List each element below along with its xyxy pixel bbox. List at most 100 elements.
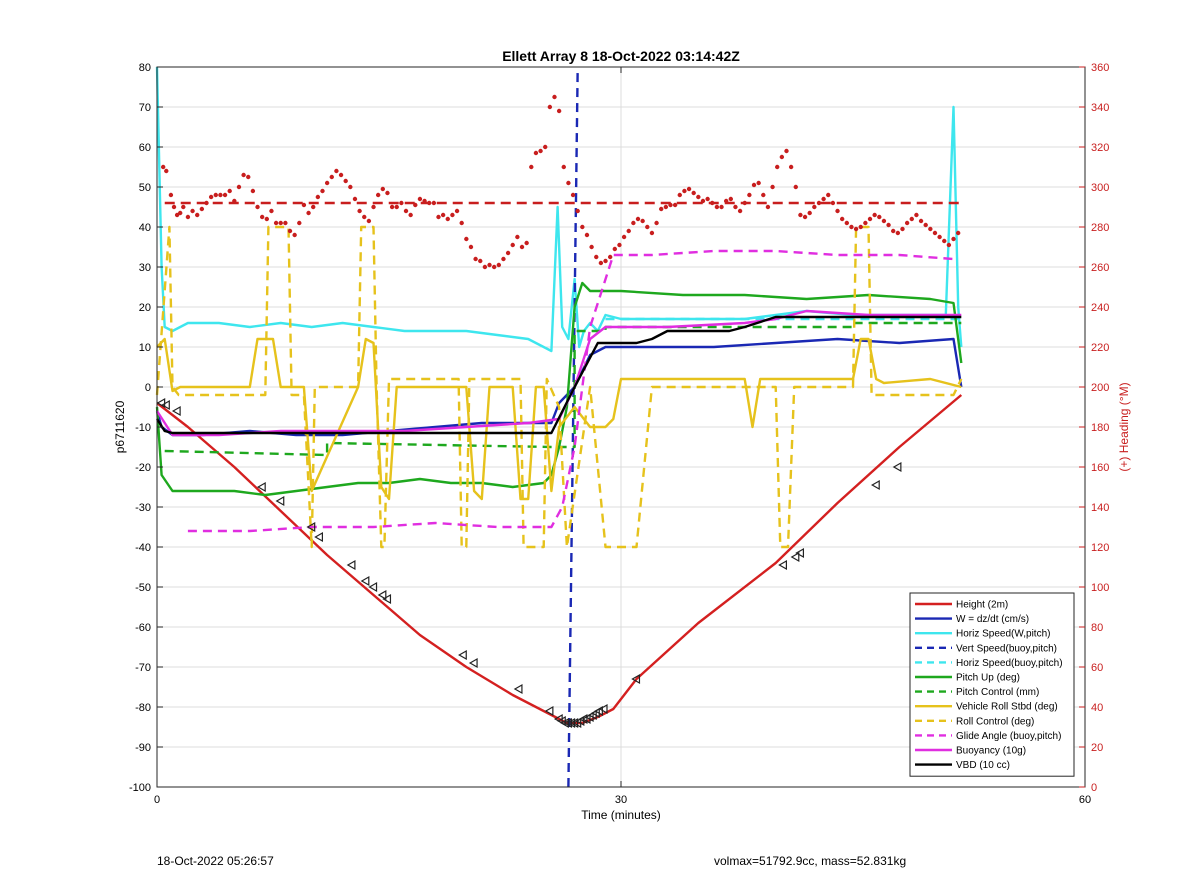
height-marker (468, 657, 478, 669)
heading-point (696, 194, 701, 200)
heading-point (348, 184, 353, 190)
heading-point (659, 206, 664, 212)
y-tick-label: -20 (135, 462, 151, 474)
heading-point (798, 212, 803, 218)
series-line (187, 249, 954, 533)
heading-point (951, 236, 956, 242)
height-marker (306, 521, 316, 533)
heading-point (895, 230, 901, 236)
heading-point (802, 214, 808, 220)
heading-point (747, 192, 752, 198)
heading-point (427, 200, 432, 206)
series-line (156, 337, 962, 501)
heading-point (431, 200, 437, 206)
legend-label: Horiz Speed(W,pitch) (956, 629, 1050, 640)
heading-point (343, 178, 348, 184)
heading-point (529, 164, 534, 170)
height-marker (360, 575, 370, 587)
axes-layer: 0 30 60-100-90-80-70-60-50-40-30-20-100102… (129, 62, 1109, 806)
height-marker (256, 481, 266, 493)
heading-point (691, 190, 696, 196)
heading-point (705, 196, 710, 202)
heading-point (185, 214, 191, 220)
heading-point (714, 204, 720, 210)
legend-label: Buoyancy (10g) (956, 746, 1026, 757)
y2-tick-label: 80 (1091, 622, 1103, 634)
heading-point (816, 200, 822, 206)
y-tick-label: -80 (135, 702, 151, 714)
heading-point (918, 218, 924, 224)
height-marker (171, 405, 181, 417)
x-tick-label: 60 (1079, 794, 1091, 806)
series-line (164, 321, 962, 457)
y2-tick-label: 240 (1091, 302, 1109, 314)
y-tick-label: 80 (139, 62, 151, 74)
x-tick-label: 30 (615, 794, 627, 806)
y2-tick-label: 40 (1091, 702, 1103, 714)
legend-label: Height (2m) (956, 600, 1008, 611)
heading-point (626, 228, 631, 234)
heading-point (259, 214, 265, 220)
heading-point (491, 264, 497, 270)
heading-point (900, 226, 905, 232)
heading-point (672, 202, 678, 208)
heading-point (663, 204, 669, 210)
heading-point (496, 262, 502, 268)
heading-point (199, 206, 205, 212)
heading-point (793, 184, 798, 190)
heading-point (807, 210, 812, 216)
legend-label: Pitch Up (deg) (956, 673, 1020, 684)
heading-point (677, 192, 682, 198)
heading-point (719, 204, 724, 210)
heading-point (877, 214, 882, 220)
y-tick-label: 70 (139, 102, 151, 114)
heading-point (501, 256, 506, 262)
heading-point (668, 202, 673, 208)
y-tick-label: 30 (139, 262, 151, 274)
y-tick-label: -90 (135, 742, 151, 754)
heading-point (580, 224, 585, 230)
heading-point (700, 198, 706, 204)
y2-tick-label: 200 (1091, 382, 1109, 394)
heading-point (273, 220, 279, 226)
height-marker (346, 559, 356, 571)
heading-point (329, 174, 334, 180)
heading-point (160, 164, 166, 170)
heading-point (561, 164, 566, 170)
heading-point (204, 200, 209, 206)
heading-point (519, 244, 525, 250)
heading-point (598, 260, 604, 266)
heading-point (250, 188, 256, 194)
heading-point (765, 204, 771, 210)
height-marker (382, 593, 392, 605)
heading-point (881, 218, 887, 224)
heading-point (770, 184, 775, 190)
heading-point (232, 198, 237, 204)
height-marker (598, 703, 608, 715)
heading-point (589, 244, 594, 250)
heading-point (584, 232, 590, 238)
heading-point (779, 154, 785, 160)
heading-point (686, 186, 692, 192)
heading-point (812, 204, 817, 210)
heading-point (751, 182, 757, 188)
heading-point (168, 192, 174, 198)
y2-tick-label: 120 (1091, 542, 1109, 554)
heading-point (366, 218, 372, 224)
heading-point (222, 192, 228, 198)
chart-title: Ellett Array 8 18-Oct-2022 03:14:42Z (502, 48, 740, 64)
y-tick-label: 40 (139, 222, 151, 234)
legend-label: Pitch Control (mm) (956, 687, 1039, 698)
heading-point (190, 208, 195, 214)
y2-axis-label: (+) Heading (°M) (1117, 382, 1131, 471)
heading-point (464, 236, 469, 242)
heading-point (830, 200, 836, 206)
heading-point (524, 240, 529, 246)
heading-point (858, 224, 863, 230)
heading-point (320, 188, 325, 194)
heading-point (909, 216, 914, 222)
legend-label: Roll Control (deg) (956, 716, 1034, 727)
heading-point (473, 256, 478, 262)
heading-point (241, 172, 246, 178)
heading-point (227, 188, 232, 194)
